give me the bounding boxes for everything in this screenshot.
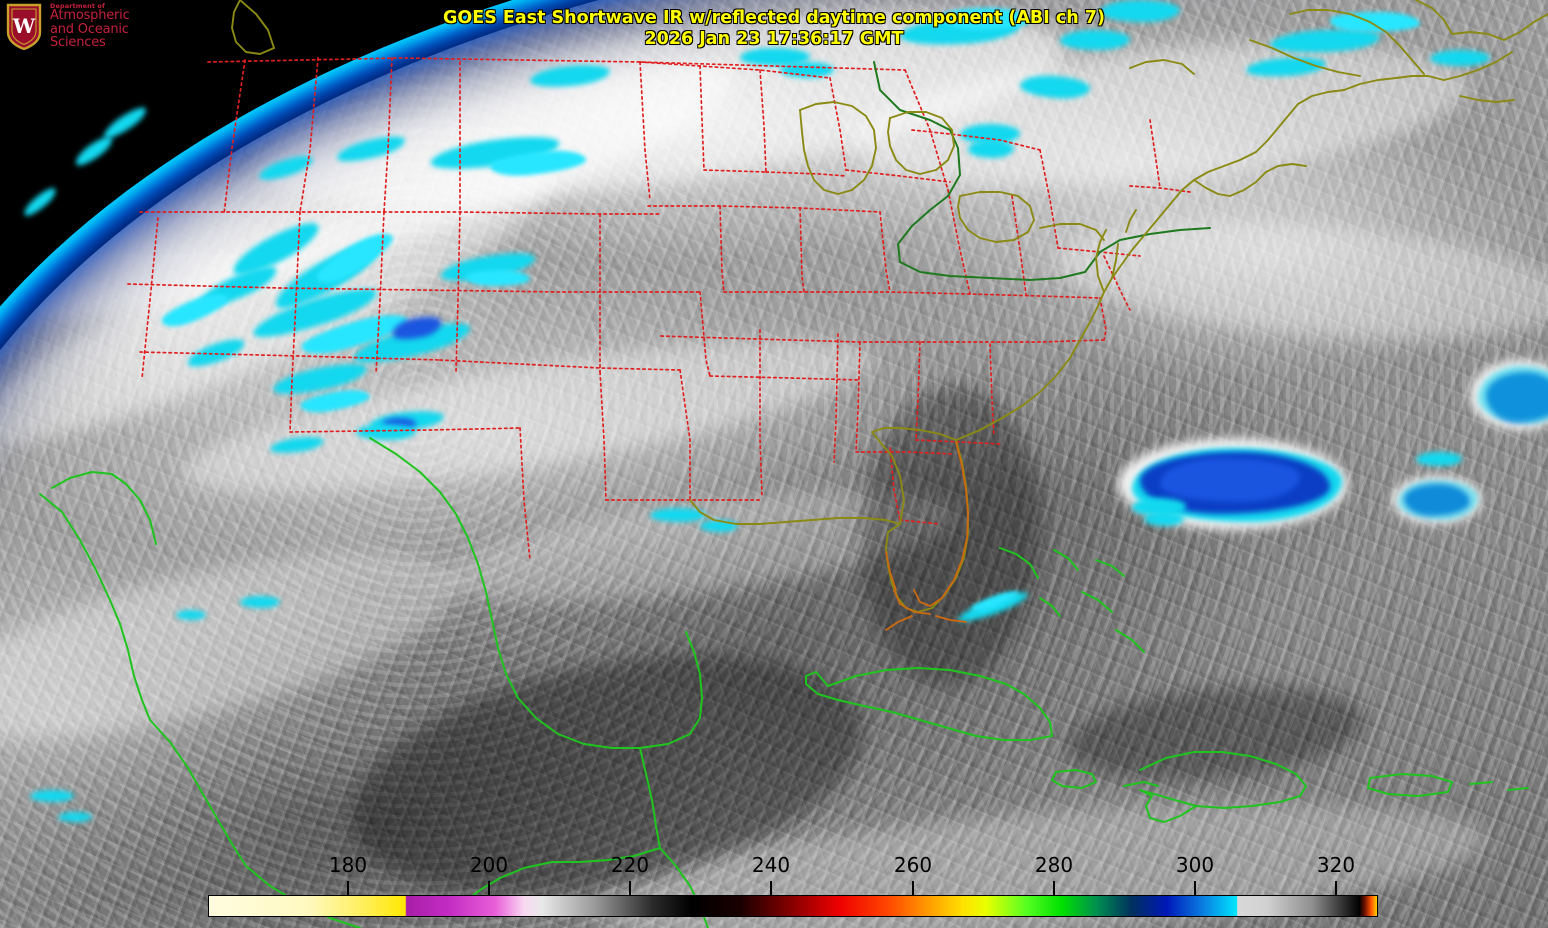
department-label: Department of bbox=[50, 1, 105, 10]
department-name-line1: Atmospheric bbox=[50, 8, 130, 24]
product-title: GOES East Shortwave IR w/reflected dayti… bbox=[0, 8, 1548, 50]
product-timestamp: 2026 Jan 23 17:36:17 GMT bbox=[644, 29, 904, 49]
colorbar-tick-label: 200 bbox=[469, 853, 509, 877]
colorbar-tick-label: 320 bbox=[1316, 853, 1356, 877]
colorbar-tick-mark bbox=[912, 881, 914, 895]
colorbar-tick-label: 280 bbox=[1034, 853, 1074, 877]
colorbar-tick-mark bbox=[1053, 881, 1055, 895]
colorbar-tick-mark bbox=[629, 881, 631, 895]
colorbar-tick-label: 240 bbox=[751, 853, 791, 877]
department-name-line2: and Oceanic Sciences bbox=[50, 21, 129, 50]
colorbar-tick-mark bbox=[1335, 881, 1337, 895]
colorbar-tick-labels: 180 200 220 240 260 280 300 320 bbox=[0, 853, 1548, 899]
uw-crest-icon: W bbox=[4, 2, 44, 51]
colorbar-tick-mark bbox=[488, 881, 490, 895]
product-title-line1: GOES East Shortwave IR w/reflected dayti… bbox=[443, 8, 1105, 28]
colorbar-tick-label: 180 bbox=[328, 853, 368, 877]
colorbar: 180 200 220 240 260 280 300 320 bbox=[0, 853, 1548, 928]
colorbar-gradient bbox=[208, 895, 1378, 917]
crest-letter: W bbox=[12, 14, 36, 38]
logo-text-block: Department of Atmospheric and Oceanic Sc… bbox=[50, 3, 158, 49]
colorbar-tick-label: 220 bbox=[610, 853, 650, 877]
colorbar-tick-mark bbox=[1194, 881, 1196, 895]
colorbar-tick-label: 260 bbox=[893, 853, 933, 877]
uw-madison-logo: W Department of Atmospheric and Oceanic … bbox=[0, 0, 158, 52]
colorbar-gradient-fill bbox=[209, 896, 1377, 916]
colorbar-tick-mark bbox=[347, 881, 349, 895]
colorbar-tick-mark bbox=[770, 881, 772, 895]
colorbar-tick-label: 300 bbox=[1175, 853, 1215, 877]
